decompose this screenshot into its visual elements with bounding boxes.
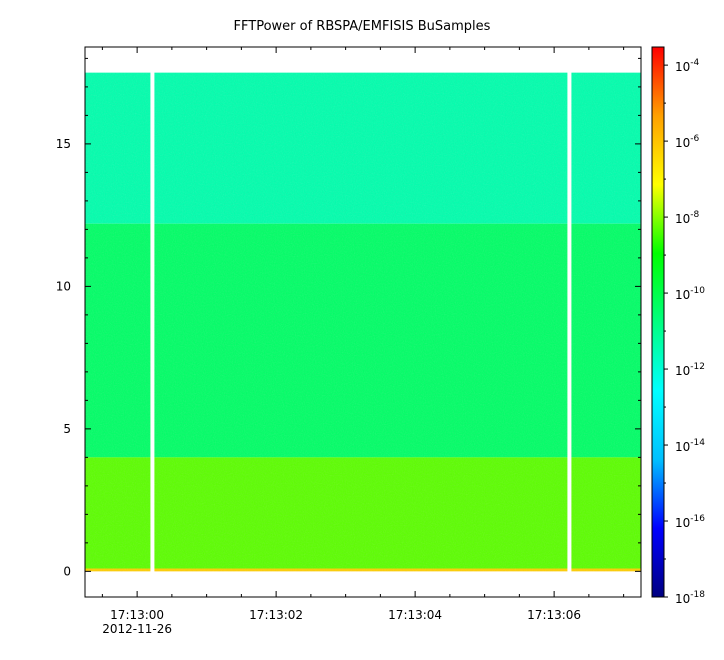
colorbar-tick-label-1: 10-6 [675,134,700,150]
colorbar-tick-base: 10 [675,364,690,378]
colorbar-tick-label-6: 10-16 [675,514,705,530]
spectrogram-texture [85,72,641,572]
colorbar-tick-exponent: -4 [690,58,699,68]
colorbar-tick-base: 10 [675,516,690,530]
colorbar-tick-base: 10 [675,212,690,226]
colorbar-tick-exponent: -8 [690,210,699,220]
colorbar-tick-label-2: 10-8 [675,210,700,226]
colorbar-tick-label-4: 10-12 [675,362,705,378]
plot-frame [84,46,642,598]
colorbar-tick-base: 10 [675,440,690,454]
colorbar-tick-base: 10 [675,136,690,150]
colorbar-tick-label-7: 10-18 [675,590,705,606]
colorbar-tick-label-5: 10-14 [675,438,705,454]
colorbar-tick-exponent: -12 [690,362,705,372]
colorbar-tick-exponent: -14 [690,438,705,448]
colorbar-tick-exponent: -18 [690,590,705,600]
x-tick-label-0: 17:13:00 [110,608,164,622]
colorbar-tick-base: 10 [675,288,690,302]
y-tick-label-3: 15 [56,137,71,151]
x-tick-sublabel-0: 2012-11-26 [102,622,172,636]
colorbar-gradient [651,46,665,598]
colorbar-tick-exponent: -6 [690,134,699,144]
colorbar-tick-label-3: 10-10 [675,286,705,302]
colorbar-tick-exponent: -16 [690,514,705,524]
chart-title: FFTPower of RBSPA/EMFISIS BuSamples [234,19,491,34]
colorbar-tick-exponent: -10 [690,286,705,296]
data-gap-1 [567,71,572,573]
y-tick-label-1: 5 [63,422,71,436]
data-gap-0 [150,71,155,573]
y-tick-label-0: 0 [63,564,71,578]
colorbar-tick-base: 10 [675,60,690,74]
colorbar-tick-label-0: 10-4 [675,58,700,74]
colorbar-tick-base: 10 [675,592,690,606]
y-tick-label-2: 10 [56,279,71,293]
x-tick-label-1: 17:13:02 [249,608,303,622]
x-tick-label-3: 17:13:06 [527,608,581,622]
x-tick-label-2: 17:13:04 [388,608,442,622]
plot-area [85,71,641,573]
